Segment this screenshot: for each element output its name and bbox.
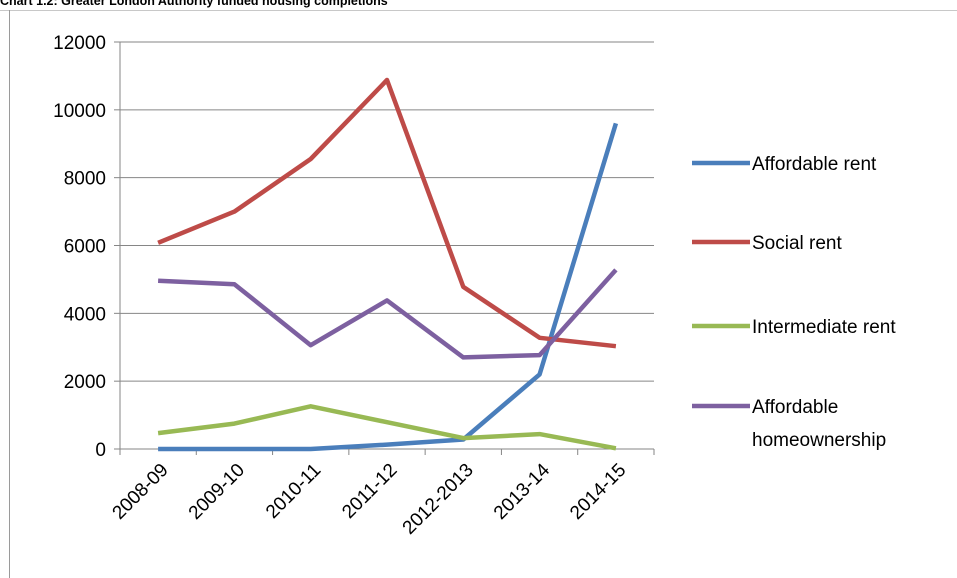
x-tick-label: 2012-2013	[399, 460, 478, 539]
y-tick-label: 4000	[64, 304, 106, 325]
frame-left-border	[9, 10, 10, 578]
chart-title: Chart 1.2: Greater London Authority fund…	[0, 0, 388, 8]
x-tick-label: 2009-10	[185, 460, 249, 524]
x-tick-label: 2011-12	[338, 460, 401, 523]
legend-label: Affordable rent	[752, 154, 877, 175]
y-tick-label: 10000	[53, 101, 106, 122]
y-axis-tick-labels: 0 2000 4000 6000 8000 10000 12000	[53, 33, 106, 461]
axes	[114, 41, 655, 455]
series-line	[158, 122, 619, 452]
x-tick-label: 2014-15	[566, 460, 630, 524]
title-divider	[0, 10, 957, 11]
legend-label: Intermediate rent	[752, 317, 896, 338]
y-tick-label: 12000	[53, 33, 106, 54]
series-line	[157, 268, 618, 360]
x-tick-label: 2013-14	[490, 459, 554, 523]
y-tick-label: 2000	[64, 372, 106, 393]
x-tick-label: 2010-11	[262, 460, 325, 523]
gridlines	[120, 41, 654, 382]
legend-label: Affordable homeownership	[752, 397, 886, 451]
series-lines	[157, 77, 619, 452]
legend: Affordable rent Social rent Intermediate r…	[692, 154, 896, 451]
y-tick-label: 6000	[64, 237, 106, 258]
legend-label: Social rent	[752, 233, 842, 254]
series-line	[157, 404, 617, 451]
y-tick-label: 8000	[64, 169, 106, 190]
x-tick-label: 2008-09	[109, 460, 173, 524]
series-line	[157, 77, 617, 349]
y-tick-label: 0	[95, 440, 106, 461]
